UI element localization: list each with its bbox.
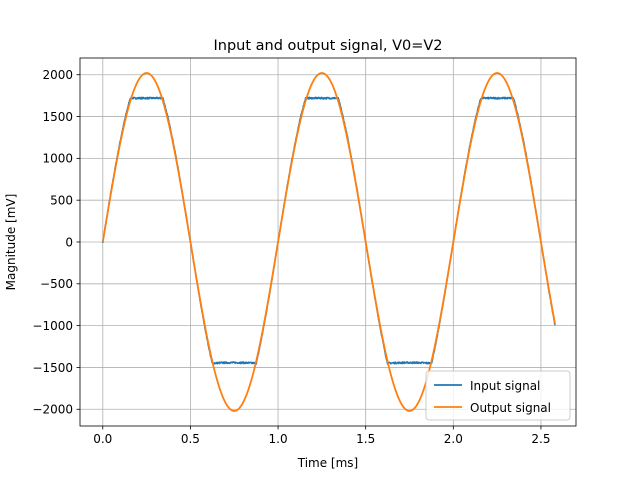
x-tick-label: 2.0 [444, 432, 463, 446]
grid [80, 58, 576, 426]
y-tick-label: −2000 [32, 403, 73, 417]
y-tick-label: 500 [50, 193, 73, 207]
x-tick-label: 0.5 [181, 432, 200, 446]
series-line-output-signal [101, 72, 556, 412]
y-tick-label: −500 [40, 277, 73, 291]
x-tick-label: 0.0 [93, 432, 112, 446]
legend-label-input: Input signal [470, 379, 540, 393]
y-axis: −2000 −1500 −1000 −500 0 500 1000 1500 2000 [32, 68, 80, 417]
y-tick-label: −1500 [32, 361, 73, 375]
y-tick-label: 1500 [42, 110, 73, 124]
x-tick-label: 1.5 [356, 432, 375, 446]
legend: Input signal Output signal [425, 370, 571, 421]
y-tick-label: 2000 [42, 68, 73, 82]
x-tick-label: 1.0 [269, 432, 288, 446]
y-tick-label: −1000 [32, 319, 73, 333]
series-layer [101, 72, 556, 412]
x-tick-label: 2.5 [531, 432, 550, 446]
y-tick-label: 0 [65, 235, 73, 249]
y-tick-label: 1000 [42, 152, 73, 166]
x-axis-label: Time [ms] [297, 456, 359, 470]
x-axis: 0.0 0.5 1.0 1.5 2.0 2.5 [93, 426, 550, 446]
legend-label-output: Output signal [470, 401, 551, 415]
y-axis-label: Magnitude [mV] [4, 194, 18, 291]
chart-title: Input and output signal, V0=V2 [213, 38, 442, 54]
